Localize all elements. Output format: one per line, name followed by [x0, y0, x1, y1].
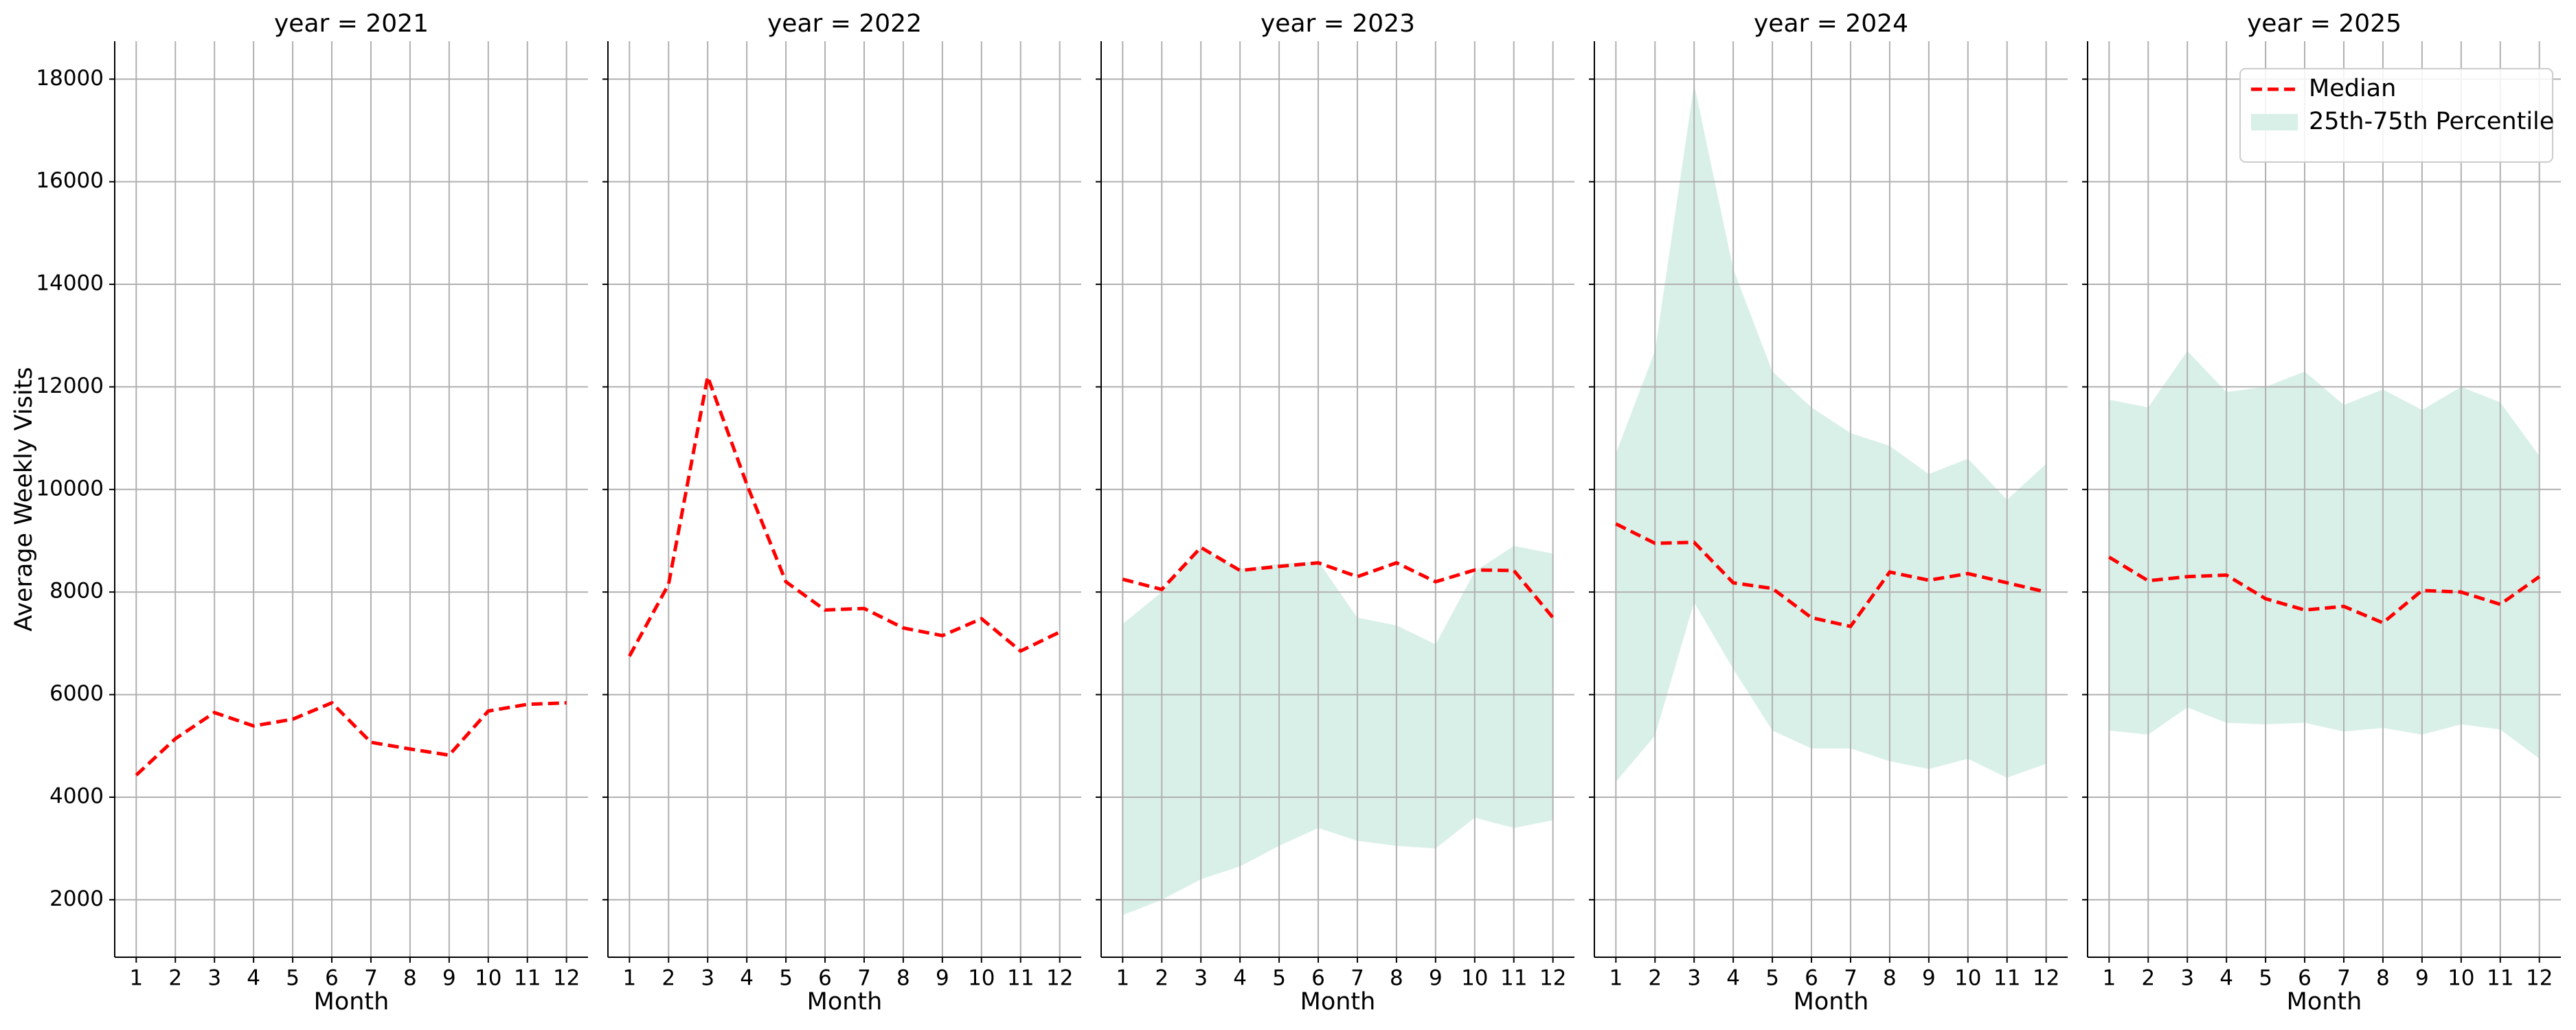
median-line: [135, 700, 567, 777]
x-tick-label: 6: [2298, 966, 2312, 991]
x-tick-label: 11: [2487, 966, 2513, 991]
percentile-band: [1616, 84, 2046, 782]
y-tick-label: 18000: [36, 66, 104, 91]
x-tick-label: 3: [2180, 966, 2194, 991]
x-tick-label: 5: [1272, 966, 1286, 991]
panel-title: year = 2022: [767, 10, 922, 38]
x-tick-label: 5: [779, 966, 793, 991]
x-tick-label: 5: [1765, 966, 1779, 991]
x-tick-label: 2: [1648, 966, 1662, 991]
y-axis-label: Average Weekly Visits: [10, 367, 38, 631]
legend-label: Median: [2309, 75, 2396, 102]
x-tick-label: 11: [1993, 966, 2020, 991]
x-tick-label: 4: [1233, 966, 1247, 991]
x-tick-label: 8: [2376, 966, 2390, 991]
x-tick-label: 4: [2219, 966, 2233, 991]
x-tick-label: 2: [662, 966, 675, 991]
x-tick-label: 2: [1155, 966, 1168, 991]
x-tick-label: 10: [475, 966, 501, 991]
x-tick-label: 7: [2337, 966, 2351, 991]
median-line: [1615, 522, 2047, 629]
x-axis-label: Month: [807, 988, 883, 1016]
x-tick-label: 6: [818, 966, 832, 991]
y-tick-label: 16000: [36, 168, 104, 193]
x-tick-label: 6: [1805, 966, 1818, 991]
median-line: [1122, 545, 1555, 619]
legend-label: 25th-75th Percentile: [2309, 108, 2554, 135]
x-tick-label: 3: [1194, 966, 1208, 991]
x-tick-label: 9: [1429, 966, 1443, 991]
x-tick-label: 3: [207, 966, 221, 991]
panel-title: year = 2024: [1754, 10, 1908, 38]
x-tick-label: 10: [1461, 966, 1488, 991]
x-tick-label: 4: [740, 966, 754, 991]
x-tick-label: 9: [1922, 966, 1936, 991]
x-tick-label: 7: [364, 966, 378, 991]
x-tick-label: 2: [168, 966, 182, 991]
percentile-band: [1122, 545, 1553, 915]
x-tick-label: 9: [2415, 966, 2429, 991]
x-tick-label: 9: [936, 966, 949, 991]
x-tick-label: 8: [403, 966, 417, 991]
panel-title: year = 2023: [1261, 10, 1415, 38]
x-axis-label: Month: [1300, 988, 1376, 1016]
y-tick-label: 6000: [49, 681, 104, 706]
x-tick-label: 10: [2448, 966, 2474, 991]
x-tick-label: 5: [286, 966, 300, 991]
y-tick-label: 12000: [36, 374, 104, 398]
legend-swatch: [2251, 114, 2298, 130]
percentile-band: [2109, 351, 2540, 759]
x-tick-label: 12: [2033, 966, 2059, 991]
x-tick-label: 1: [129, 966, 143, 991]
median-line: [628, 370, 1061, 657]
x-tick-label: 1: [622, 966, 636, 991]
x-tick-label: 2: [2141, 966, 2155, 991]
median-line: [2108, 556, 2541, 625]
y-tick-label: 4000: [49, 783, 104, 808]
x-tick-label: 6: [1311, 966, 1325, 991]
x-tick-label: 6: [325, 966, 339, 991]
x-tick-label: 7: [857, 966, 871, 991]
panel-title: year = 2025: [2247, 10, 2402, 38]
y-tick-label: 14000: [36, 271, 104, 296]
panel: 2000 4000 6000 8000 10000 12000 14000 16000 1800…: [10, 10, 588, 1016]
x-tick-label: 8: [1883, 966, 1897, 991]
panel-title: year = 2021: [274, 10, 429, 38]
x-tick-label: 12: [1539, 966, 1566, 991]
x-tick-label: 11: [1500, 966, 1527, 991]
x-tick-label: 1: [2102, 966, 2116, 991]
x-tick-label: 10: [968, 966, 995, 991]
x-tick-label: 9: [442, 966, 456, 991]
x-tick-label: 4: [1726, 966, 1740, 991]
x-tick-label: 12: [1046, 966, 1073, 991]
x-tick-label: 1: [1116, 966, 1129, 991]
x-axis-label: Month: [1794, 988, 1869, 1016]
x-tick-label: 8: [1390, 966, 1403, 991]
x-tick-label: 3: [701, 966, 714, 991]
x-tick-label: 12: [2526, 966, 2553, 991]
x-tick-label: 1: [1609, 966, 1623, 991]
y-tick-label: 10000: [36, 476, 104, 501]
x-tick-label: 7: [1351, 966, 1364, 991]
x-tick-label: 11: [514, 966, 541, 991]
x-tick-label: 8: [896, 966, 910, 991]
x-tick-label: 3: [1687, 966, 1701, 991]
x-tick-label: 5: [2259, 966, 2272, 991]
x-tick-label: 11: [1007, 966, 1034, 991]
legend-box: [2239, 68, 2553, 163]
x-tick-label: 4: [247, 966, 260, 991]
x-tick-label: 7: [1844, 966, 1857, 991]
x-tick-label: 12: [553, 966, 580, 991]
y-tick-label: 2000: [49, 886, 104, 911]
x-axis-label: Month: [2287, 988, 2362, 1016]
x-tick-label: 10: [1954, 966, 1981, 991]
y-tick-label: 8000: [49, 579, 104, 604]
x-axis-label: Month: [314, 988, 389, 1016]
